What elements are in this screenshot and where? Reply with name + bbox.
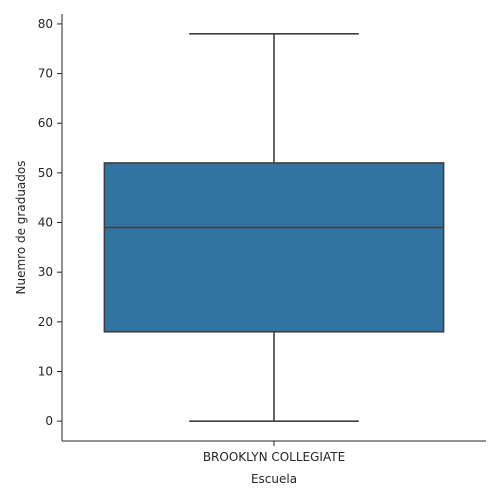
plot-area [103, 33, 445, 422]
y-tick-label: 0 [45, 414, 53, 428]
y-tick-label: 50 [38, 166, 53, 180]
y-tick-label: 70 [38, 67, 53, 81]
x-axis-ticks: BROOKLYN COLLEGIATE [203, 441, 345, 464]
x-axis-label: Escuela [251, 472, 297, 486]
iqr-box [103, 162, 445, 333]
y-tick-label: 60 [38, 116, 53, 130]
y-tick-label: 80 [38, 17, 53, 31]
y-axis-ticks: 0 10 20 30 40 50 60 70 80 [38, 17, 62, 428]
y-tick-label: 30 [38, 265, 53, 279]
y-tick-label: 20 [38, 315, 53, 329]
y-tick-label: 40 [38, 216, 53, 230]
x-tick-label: BROOKLYN COLLEGIATE [203, 450, 345, 464]
y-axis-label: Nuemro de graduados [14, 161, 28, 295]
y-tick-label: 10 [38, 364, 53, 378]
